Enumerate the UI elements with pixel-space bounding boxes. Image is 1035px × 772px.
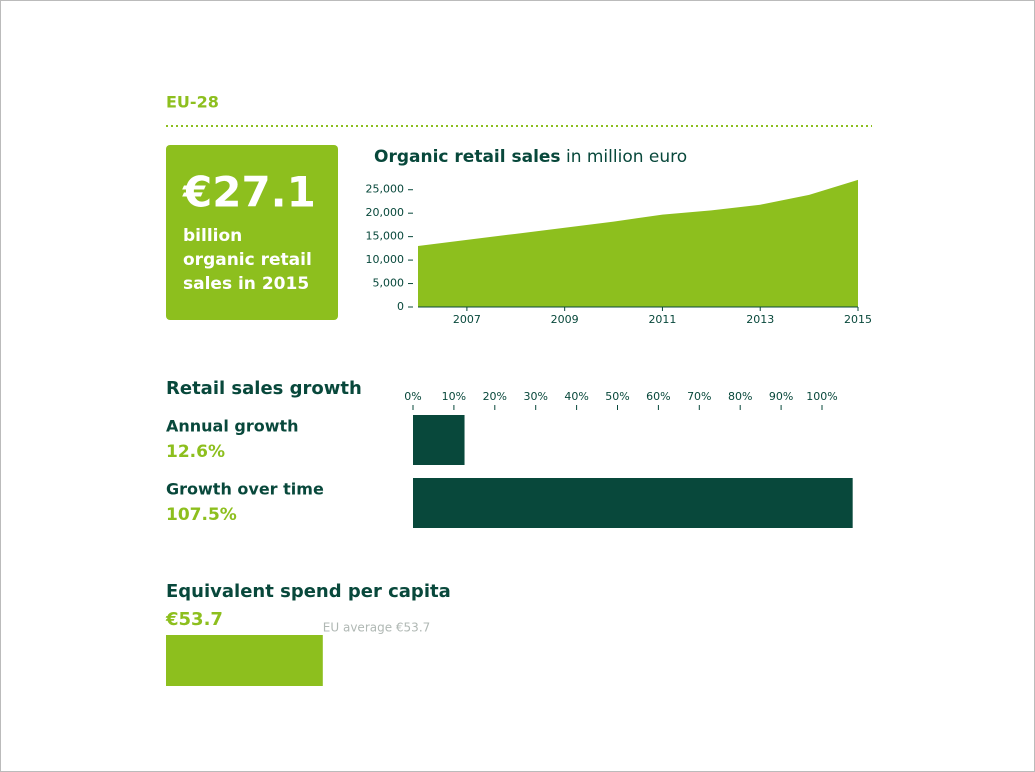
y-tick-label: 15,000 bbox=[366, 230, 405, 243]
bar bbox=[413, 478, 853, 528]
y-tick-label: 0 bbox=[397, 300, 404, 313]
x-tick-label: 40% bbox=[564, 390, 588, 403]
y-tick-label: 10,000 bbox=[366, 253, 405, 266]
x-tick-label: 30% bbox=[523, 390, 547, 403]
area-title-main: Organic retail sales bbox=[374, 147, 561, 167]
category-label: Annual growth bbox=[166, 417, 299, 436]
x-tick-label: 20% bbox=[483, 390, 507, 403]
x-tick-label: 50% bbox=[605, 390, 629, 403]
highlight-value: €27.1 bbox=[182, 168, 316, 217]
annotation: EU average €53.7 bbox=[323, 621, 430, 635]
region-title: EU-28 bbox=[166, 93, 219, 112]
x-tick-label: 80% bbox=[728, 390, 752, 403]
value-label: €53.7 bbox=[165, 609, 223, 630]
x-tick-label: 0% bbox=[404, 390, 421, 403]
area bbox=[418, 179, 858, 307]
x-tick-label: 70% bbox=[687, 390, 711, 403]
x-tick-label: 60% bbox=[646, 390, 670, 403]
x-tick-label: 2007 bbox=[453, 313, 481, 326]
y-tick-label: 25,000 bbox=[366, 183, 405, 196]
highlight-line: organic retail bbox=[183, 250, 312, 270]
y-tick-label: 20,000 bbox=[366, 206, 405, 219]
x-tick-label: 2015 bbox=[844, 313, 872, 326]
x-tick-label: 10% bbox=[442, 390, 466, 403]
value-label: 12.6% bbox=[166, 442, 225, 462]
area-title: Organic retail sales in million euro bbox=[374, 147, 687, 167]
highlight-box bbox=[166, 145, 338, 320]
x-tick-label: 2013 bbox=[746, 313, 774, 326]
bar bbox=[413, 415, 465, 465]
bar bbox=[166, 635, 323, 686]
highlight-line: billion bbox=[183, 226, 242, 246]
x-tick-label: 90% bbox=[769, 390, 793, 403]
area-unit: in million euro bbox=[566, 147, 687, 167]
highlight-line: sales in 2015 bbox=[183, 274, 309, 294]
growth-title: Retail sales growth bbox=[166, 378, 362, 399]
y-tick-label: 5,000 bbox=[373, 277, 405, 290]
x-tick-label: 2009 bbox=[551, 313, 579, 326]
category-label: Growth over time bbox=[166, 480, 324, 499]
spend-title: Equivalent spend per capita bbox=[166, 581, 451, 602]
value-label: 107.5% bbox=[166, 505, 237, 525]
x-tick-label: 100% bbox=[806, 390, 837, 403]
x-tick-label: 2011 bbox=[648, 313, 676, 326]
